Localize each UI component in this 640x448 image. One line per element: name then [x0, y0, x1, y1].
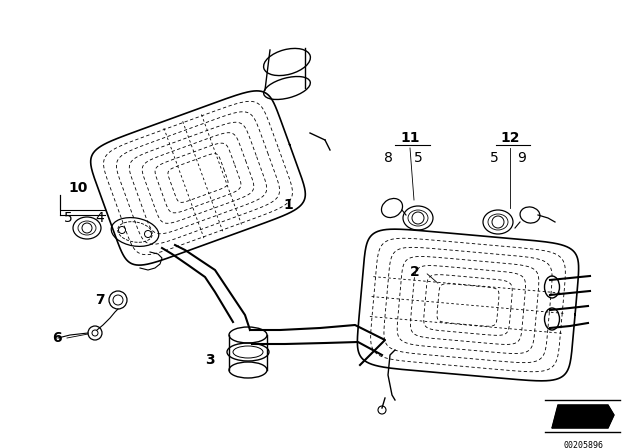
Text: 5: 5 [490, 151, 499, 165]
Text: 10: 10 [68, 181, 88, 195]
Polygon shape [552, 405, 614, 428]
Text: 2: 2 [410, 265, 420, 279]
Text: 1: 1 [283, 198, 293, 212]
Text: 8: 8 [383, 151, 392, 165]
Text: 9: 9 [518, 151, 527, 165]
Text: 5: 5 [413, 151, 422, 165]
Text: 7: 7 [95, 293, 105, 307]
Text: 5: 5 [63, 211, 72, 225]
Text: 12: 12 [500, 131, 520, 145]
Text: 4: 4 [95, 211, 104, 225]
Text: 00205896: 00205896 [563, 441, 603, 448]
Text: 11: 11 [400, 131, 420, 145]
Text: 3: 3 [205, 353, 215, 367]
Text: 6: 6 [52, 331, 62, 345]
